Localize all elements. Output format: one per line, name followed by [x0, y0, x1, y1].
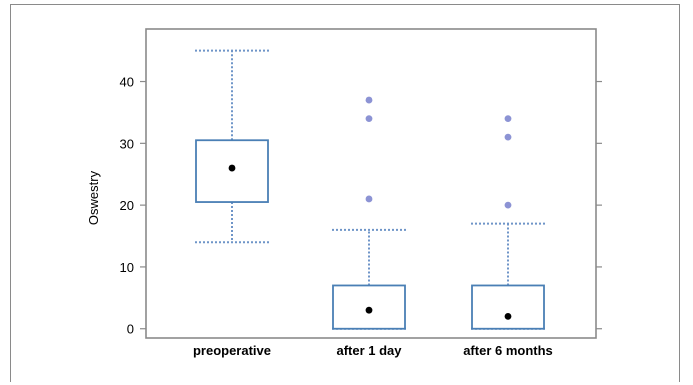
category-label: after 1 day	[336, 343, 402, 358]
category-labels: preoperative after 1 day after 6 months	[193, 343, 553, 358]
outlier-point	[504, 133, 512, 141]
box-group	[195, 49, 269, 244]
outlier-point	[504, 201, 512, 209]
box-group	[471, 115, 545, 330]
outlier-point	[365, 195, 373, 203]
y-tick-label: 10	[120, 260, 134, 275]
y-axis-left: 0 10 20 30 40	[120, 75, 146, 337]
median-marker	[365, 306, 373, 314]
y-tick-label: 30	[120, 136, 134, 151]
y-tick-label: 0	[127, 322, 134, 337]
plot-area	[145, 28, 597, 339]
iqr-box	[471, 284, 545, 330]
outlier-point	[365, 96, 373, 104]
category-label: preoperative	[193, 343, 271, 358]
category-label: after 6 months	[463, 343, 553, 358]
outlier-point	[365, 115, 373, 123]
y-tick-label: 40	[120, 75, 134, 90]
median-marker	[504, 312, 512, 320]
outlier-point	[504, 115, 512, 123]
y-axis-label: Oswestry	[86, 170, 101, 225]
y-tick-label: 20	[120, 198, 134, 213]
boxes-layer	[195, 49, 545, 330]
y-axis-right	[596, 80, 602, 330]
box-group	[332, 96, 406, 330]
median-marker	[228, 164, 236, 172]
